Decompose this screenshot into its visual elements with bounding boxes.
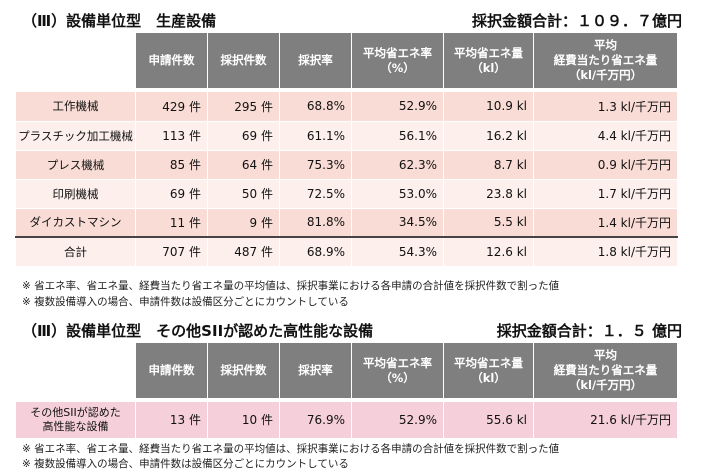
table-row: プレス機械 85 件 64 件 75.3% 62.3% 8.7 kl 0.9 k… — [15, 150, 678, 180]
row-save-amount: 8.7 kl — [443, 150, 534, 180]
row-rate: 75.3% — [279, 150, 352, 180]
table-row: 工作機械 429 件 295 件 68.8% 52.9% 10.9 kl 1.3… — [15, 92, 678, 122]
header-rate: 採択率 — [279, 343, 352, 398]
row-category: プラスチック加工機械 — [15, 121, 136, 151]
row-apply: 429 件 — [135, 92, 208, 122]
row-save-rate: 62.3% — [351, 150, 444, 180]
row-rate: 76.9% — [279, 402, 352, 439]
header-row: 申請件数 採択件数 採択率 平均省エネ率 （%） 平均省エネ量 （kl） 平均 … — [15, 343, 678, 398]
header-save-amount: 平均省エネ量 （kl） — [443, 343, 534, 398]
table-row: プラスチック加工機械 113 件 69 件 61.1% 56.1% 16.2 k… — [15, 121, 678, 151]
row-category: プレス機械 — [15, 150, 136, 180]
header-save-rate: 平均省エネ率 （%） — [351, 33, 444, 88]
row-rate: 68.8% — [279, 92, 352, 122]
row-adopt: 69 件 — [207, 121, 280, 151]
section2-amount: 採択金額合計：１．５ 億円 — [496, 322, 682, 340]
section2-heading: （Ⅲ）設備単位型 その他SIIが認めた高性能な設備 採択金額合計：１．５ 億円 — [22, 318, 682, 342]
row-save-rate: 52.9% — [351, 402, 444, 439]
row-save-amount: 10.9 kl — [443, 92, 534, 122]
header-blank — [15, 33, 136, 88]
row-adopt: 64 件 — [207, 150, 280, 180]
row-per-cost: 1.7 kl/千万円 — [533, 179, 678, 209]
table-row: その他SIIが認めた 高性能な設備 13 件 10 件 76.9% 52.9% … — [15, 402, 678, 439]
row-rate: 61.1% — [279, 121, 352, 151]
header-apply: 申請件数 — [135, 343, 208, 398]
row-per-cost: 21.6 kl/千万円 — [533, 402, 678, 439]
section1-heading: （Ⅲ）設備単位型 生産設備 採択金額合計：１０９．７億円 — [22, 8, 682, 32]
total-save-rate: 54.3% — [351, 236, 444, 267]
total-apply: 707 件 — [135, 236, 208, 267]
header-adopt: 採択件数 — [207, 33, 280, 88]
row-per-cost: 0.9 kl/千万円 — [533, 150, 678, 180]
section2-note-2: ※ 複数設備導入の場合、申請件数は設備区分ごとにカウントしている — [22, 458, 349, 470]
section1-note-2: ※ 複数設備導入の場合、申請件数は設備区分ごとにカウントしている — [22, 296, 349, 308]
header-blank — [15, 343, 136, 398]
row-category: 工作機械 — [15, 92, 136, 122]
total-category: 合計 — [15, 236, 136, 267]
row-adopt: 50 件 — [207, 179, 280, 209]
row-save-rate: 56.1% — [351, 121, 444, 151]
table-row: ダイカストマシン 11 件 9 件 81.8% 34.5% 5.5 kl 1.4… — [15, 208, 678, 238]
header-per-cost: 平均 経費当たり省エネ量 （kl/千万円） — [533, 343, 678, 398]
row-save-rate: 34.5% — [351, 208, 444, 238]
row-apply: 113 件 — [135, 121, 208, 151]
row-apply: 11 件 — [135, 208, 208, 238]
section1-title: （Ⅲ）設備単位型 生産設備 — [22, 12, 217, 30]
row-per-cost: 1.4 kl/千万円 — [533, 208, 678, 238]
header-per-cost: 平均 経費当たり省エネ量 （kl/千万円） — [533, 33, 678, 88]
section2-note-1: ※ 省エネ率、省エネ量、経費当たり省エネ量の平均値は、採択事業における各申請の合… — [22, 443, 560, 455]
header-adopt: 採択件数 — [207, 343, 280, 398]
total-adopt: 487 件 — [207, 236, 280, 267]
section1-amount: 採択金額合計：１０９．７億円 — [471, 12, 682, 30]
total-per-cost: 1.8 kl/千万円 — [533, 236, 678, 267]
header-save-rate: 平均省エネ率 （%） — [351, 343, 444, 398]
row-apply: 85 件 — [135, 150, 208, 180]
row-adopt: 10 件 — [207, 402, 280, 439]
header-save-amount: 平均省エネ量 （kl） — [443, 33, 534, 88]
row-save-rate: 52.9% — [351, 92, 444, 122]
row-adopt: 9 件 — [207, 208, 280, 238]
total-save-amount: 12.6 kl — [443, 236, 534, 267]
other-equipment-table: 申請件数 採択件数 採択率 平均省エネ率 （%） 平均省エネ量 （kl） 平均 … — [15, 343, 678, 439]
row-save-amount: 55.6 kl — [443, 402, 534, 439]
row-category: 印刷機械 — [15, 179, 136, 209]
header-apply: 申請件数 — [135, 33, 208, 88]
row-category: ダイカストマシン — [15, 208, 136, 238]
row-category: その他SIIが認めた 高性能な設備 — [15, 402, 136, 439]
header-row: 申請件数 採択件数 採択率 平均省エネ率 （%） 平均省エネ量 （kl） 平均 … — [15, 33, 678, 88]
total-rate: 68.9% — [279, 236, 352, 267]
section2-title: （Ⅲ）設備単位型 その他SIIが認めた高性能な設備 — [22, 322, 374, 340]
row-per-cost: 4.4 kl/千万円 — [533, 121, 678, 151]
section1-note-1: ※ 省エネ率、省エネ量、経費当たり省エネ量の平均値は、採択事業における各申請の合… — [22, 280, 560, 292]
row-rate: 81.8% — [279, 208, 352, 238]
header-rate: 採択率 — [279, 33, 352, 88]
row-save-amount: 16.2 kl — [443, 121, 534, 151]
row-rate: 72.5% — [279, 179, 352, 209]
row-per-cost: 1.3 kl/千万円 — [533, 92, 678, 122]
total-row: 合計 707 件 487 件 68.9% 54.3% 12.6 kl 1.8 k… — [15, 236, 678, 267]
row-save-amount: 5.5 kl — [443, 208, 534, 238]
row-save-rate: 53.0% — [351, 179, 444, 209]
production-equipment-table: 申請件数 採択件数 採択率 平均省エネ率 （%） 平均省エネ量 （kl） 平均 … — [15, 33, 678, 267]
row-adopt: 295 件 — [207, 92, 280, 122]
table-row: 印刷機械 69 件 50 件 72.5% 53.0% 23.8 kl 1.7 k… — [15, 179, 678, 209]
row-apply: 69 件 — [135, 179, 208, 209]
row-apply: 13 件 — [135, 402, 208, 439]
row-save-amount: 23.8 kl — [443, 179, 534, 209]
